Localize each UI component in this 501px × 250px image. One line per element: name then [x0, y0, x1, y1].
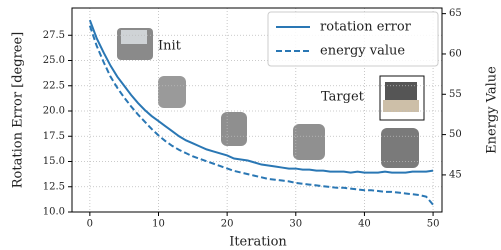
x-tick-label: 50: [427, 219, 440, 230]
y-tick-label: 25.0: [43, 55, 65, 66]
legend-label: rotation error: [320, 20, 412, 35]
y2-tick-label: 65: [449, 8, 462, 19]
chart: Init Target Iteration Rotation Error [de…: [0, 0, 501, 250]
y2-tick-label: 55: [449, 89, 462, 100]
y2-tick-label: 60: [449, 48, 462, 59]
annotation: Init: [158, 39, 182, 54]
y-tick-label: 22.5: [43, 80, 65, 91]
x-tick-label: 10: [152, 219, 165, 230]
x-tick-label: 30: [289, 219, 302, 230]
annotation: Target: [321, 90, 365, 105]
step-image: [158, 76, 186, 108]
legend-label: energy value: [320, 44, 405, 59]
y2-tick-label: 50: [449, 129, 462, 140]
y2-tick-label: 45: [449, 169, 462, 180]
y-tick-label: 12.5: [43, 181, 65, 192]
y-axis-label: Rotation Error [degree]: [11, 32, 26, 188]
step-image: [293, 124, 325, 160]
step-image: [381, 128, 419, 168]
y2-axis-label: Energy Value: [485, 66, 500, 154]
y-tick-label: 27.5: [43, 30, 65, 41]
y-tick-label: 10.0: [43, 207, 65, 218]
target-screen: [385, 82, 417, 102]
y-tick-label: 20.0: [43, 106, 65, 117]
y-tick-label: 15.0: [43, 156, 65, 167]
y-tick-label: 17.5: [43, 131, 65, 142]
x-axis-label: Iteration: [229, 235, 287, 250]
x-tick-label: 0: [87, 219, 93, 230]
init-screen: [121, 30, 147, 44]
target-base: [383, 100, 419, 112]
step-image: [221, 112, 247, 146]
x-tick-label: 40: [358, 219, 371, 230]
x-tick-label: 20: [221, 219, 234, 230]
